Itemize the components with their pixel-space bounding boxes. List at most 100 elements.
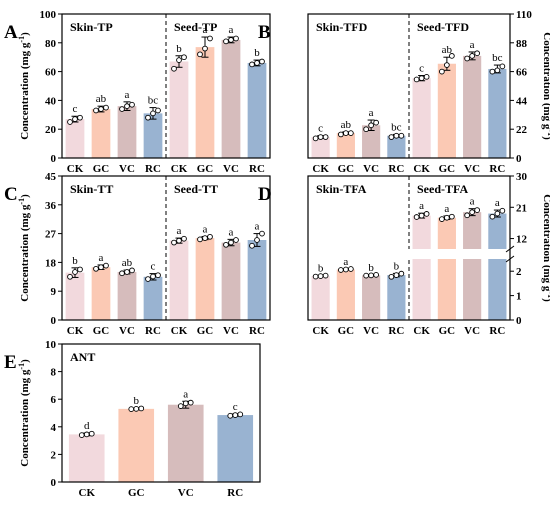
data-point — [232, 412, 239, 418]
y-tick-label: 21 — [516, 202, 527, 214]
x-tick-label-ck: CK — [67, 163, 84, 175]
x-tick-label-ck: CK — [79, 487, 96, 499]
significance-letter: c — [419, 63, 424, 75]
data-point — [423, 73, 430, 80]
data-point — [338, 131, 344, 138]
significance-letter: bc — [391, 121, 402, 133]
y-axis-label-close: ) — [541, 298, 550, 302]
x-tick-label-rc: RC — [145, 163, 161, 175]
y-tick-label: 2 — [516, 266, 522, 278]
data-point — [77, 114, 83, 121]
significance-letter: a — [183, 388, 188, 400]
bar-skin-tp-gc — [91, 109, 111, 158]
x-tick-label-vc: VC — [363, 163, 379, 175]
data-point — [363, 272, 369, 279]
significance-letter: ab — [122, 257, 133, 269]
data-point — [449, 53, 455, 59]
data-point — [227, 412, 234, 419]
bar-ant-rc — [217, 415, 254, 482]
bar-skin-tp-rc — [143, 113, 163, 158]
bar-ant-vc — [167, 404, 204, 482]
bar-seed-tt-gc — [195, 238, 215, 320]
y-tick-label: 30 — [516, 171, 528, 183]
x-tick-label-gc: GC — [338, 163, 355, 175]
data-point — [348, 266, 354, 272]
data-point — [469, 53, 475, 59]
data-point — [254, 60, 260, 66]
significance-letter: bc — [492, 52, 503, 64]
data-point — [249, 61, 255, 68]
data-point — [322, 134, 329, 140]
data-point — [254, 237, 260, 243]
y-axis-label-exponent: -1 — [17, 36, 26, 43]
group-title: Skin-TP — [70, 20, 113, 34]
y-tick-label: 6 — [51, 394, 57, 406]
x-tick-label-rc: RC — [388, 163, 404, 175]
data-point — [444, 214, 450, 221]
bar-skin-tt-rc — [143, 276, 163, 320]
x-tick-label-vc: VC — [178, 487, 194, 499]
y-tick-label: 45 — [45, 171, 57, 183]
bar-skin-tfd-ck — [311, 137, 330, 158]
x-tick-label-gc: GC — [197, 163, 214, 175]
group-title: Skin-TT — [70, 182, 113, 196]
bar-skin-tp-ck — [65, 119, 85, 158]
y-axis-label-close: ) — [541, 136, 550, 140]
data-point — [499, 63, 506, 70]
data-point — [237, 411, 244, 418]
x-tick-label-rc: RC — [145, 325, 161, 337]
y-axis-label: Concentration (mg g-1) — [17, 32, 32, 140]
x-tick-label-ck: CK — [171, 325, 188, 337]
y-axis-label-main: Concentration (mg g — [19, 42, 31, 140]
y-tick-label: 0 — [51, 477, 57, 489]
significance-letter: a — [99, 252, 104, 264]
data-point — [388, 134, 395, 140]
data-point — [413, 76, 420, 83]
group-title: ANT — [70, 350, 95, 364]
data-point — [119, 106, 125, 112]
bar-skin-tfd-vc — [362, 125, 381, 158]
data-point — [128, 406, 135, 412]
significance-letter: a — [177, 225, 182, 237]
data-point — [444, 62, 450, 68]
bar-skin-tt-gc — [91, 267, 111, 320]
y-tick-label: 80 — [45, 38, 57, 50]
panel-letter-e: E — [4, 352, 17, 373]
data-point — [124, 269, 130, 275]
data-point — [233, 237, 239, 243]
data-point — [312, 273, 319, 280]
data-point — [439, 216, 445, 222]
bar-skin-tfa-vc — [362, 275, 381, 320]
bar-seed-tp-ck — [169, 61, 189, 158]
data-point — [145, 114, 151, 121]
bar-seed-tfd-ck — [412, 78, 431, 158]
data-point — [182, 400, 189, 407]
significance-letter: bc — [148, 95, 159, 107]
bar-skin-tfa-rc — [387, 275, 406, 320]
data-point — [67, 119, 73, 125]
bar-skin-tp-vc — [117, 106, 137, 158]
significance-letter: ab — [442, 44, 453, 56]
data-point — [93, 265, 99, 272]
plot-frame — [307, 13, 511, 159]
y-tick-label: 2 — [51, 449, 57, 461]
y-tick-label: 22 — [516, 124, 528, 136]
data-point — [388, 273, 395, 280]
data-point — [338, 267, 344, 273]
y-axis-label-close: ) — [19, 32, 31, 36]
significance-letter: b — [176, 43, 182, 55]
data-point — [83, 431, 90, 438]
y-tick-label: 110 — [516, 9, 532, 21]
bar-seed-tfa-rc — [488, 213, 507, 320]
data-point — [398, 132, 405, 139]
y-tick-label: 18 — [45, 257, 57, 269]
bar-skin-tfa-ck — [311, 276, 330, 320]
bar-seed-tt-vc — [221, 242, 241, 320]
y-axis-label-main: Concentration (mg g — [541, 194, 550, 292]
x-tick-label-ck: CK — [413, 325, 430, 337]
data-point — [499, 207, 506, 214]
plot-frame — [61, 13, 271, 159]
x-tick-label-vc: VC — [363, 325, 379, 337]
data-point — [393, 272, 400, 278]
significance-letter: a — [495, 197, 500, 209]
